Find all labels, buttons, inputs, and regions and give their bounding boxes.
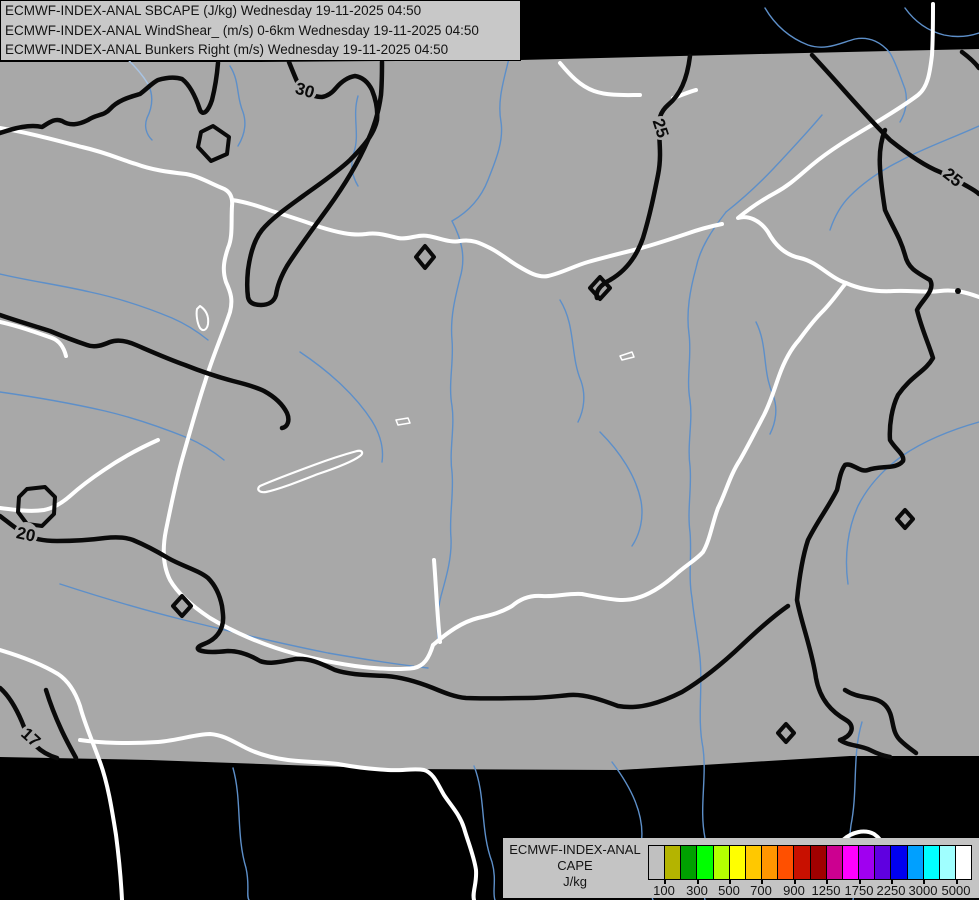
border-west-small [0,320,68,358]
contour-label-30: 30 [293,79,316,102]
border-north [230,198,724,279]
contour-label-20: 20 [15,523,37,546]
loop-diamond-center-n [414,244,436,270]
legend-swatch [712,846,729,879]
contour-label-halos [14,78,965,749]
colorbar-tick [923,879,925,884]
colorbar-tick-label: 500 [718,883,740,898]
border-northeast [736,2,935,285]
loop-diamond-se [776,722,796,744]
colorbar-tick [697,879,699,884]
legend-swatch [728,846,745,879]
border-to-right-edge [844,281,979,299]
colorbar-tick-label: 900 [783,883,805,898]
legend-swatch [922,846,939,879]
legend-swatch [680,846,697,879]
contour-topleft [0,60,221,136]
contour-17-b [43,687,79,761]
colorbar-tick-label: 2250 [876,883,906,898]
legend-subtitle: CAPE [557,858,593,873]
lake-velence [395,417,411,426]
legend-swatch [938,846,955,879]
contour-lines [0,49,979,761]
colorbar-tick-label: 100 [653,883,675,898]
colorbar-tick [891,879,893,884]
contour-label-25-center: 25 [649,116,673,140]
legend-swatch [954,846,972,879]
colorbar-tick [761,879,763,884]
contour-br-squiggle [842,687,919,756]
lake-neusiedl [195,305,210,332]
border-vertical-notch [432,558,442,644]
loop-octagon-west [16,485,57,528]
lake-balaton [257,449,364,494]
contour-25-right-arc [809,52,979,197]
legend-swatch [793,846,810,879]
legend-swatch [841,846,859,879]
colorbar-tick [859,879,861,884]
legend-swatch [761,846,778,879]
border-south [431,281,848,647]
lake-tisza [619,351,635,361]
contour-dot [955,288,961,294]
legend-swatch [906,846,923,879]
title-block: ECMWF-INDEX-ANAL SBCAPE (J/kg) Wednesday… [0,0,521,61]
legend-swatch [649,846,665,879]
colorbar-tick-label: 5000 [941,883,971,898]
contour-25-right-long [794,127,936,760]
loop-pentagon-nw [196,124,231,163]
contour-loops [16,124,961,744]
title-line-sbcape: ECMWF-INDEX-ANAL SBCAPE (J/kg) Wednesday… [5,3,422,18]
legend-text: ECMWF-INDEX-ANAL CAPE J/kg [505,842,645,890]
lake-outlines [195,305,635,494]
border-southwest [0,648,124,900]
legend-swatch [858,846,875,879]
border-nw-diagonal [0,126,435,672]
colorbar-tick [664,879,666,884]
legend-swatch [744,846,762,879]
loop-diamond-east [895,508,915,530]
legend-swatch [874,846,891,879]
colorbar-tick [956,879,958,884]
title-line-windshear: ECMWF-INDEX-ANAL WindShear_ (m/s) 0-6km … [5,22,479,38]
colorbar-tick-label: 300 [686,883,708,898]
colorbar-tick [794,879,796,884]
colorbar [648,845,972,880]
colorbar-tick-label: 1250 [811,883,841,898]
legend-panel: ECMWF-INDEX-ANAL CAPE J/kg 100 300 500 700 9… [503,838,979,898]
title-line-bunkers: ECMWF-INDEX-ANAL Bunkers Right (m/s) Wed… [5,42,449,57]
legend-swatch [664,846,681,879]
border-north-strip [558,61,642,98]
contour-30-hairpin [245,59,385,308]
legend-swatch [777,846,794,879]
contour-20-long [0,513,791,710]
legend-swatch [825,846,842,879]
colorbar-tick [826,879,828,884]
loop-diamond-sw [171,594,193,618]
legend-swatch [809,846,826,879]
colorbar-tick-label: 700 [750,883,772,898]
colorbar-tick [729,879,731,884]
legend-swatch [696,846,713,879]
border-west-mid [0,438,160,513]
legend-swatch [890,846,907,879]
legend-title: ECMWF-INDEX-ANAL [509,842,641,857]
contour-left-mid [0,312,291,431]
colorbar-tick-label: 3000 [908,883,938,898]
contour-corner-arc [959,49,979,71]
colorbar-tick-label: 1750 [844,883,874,898]
legend-unit: J/kg [563,874,587,889]
border-bottom [78,732,479,900]
land-area [0,49,979,770]
contour-25-center [594,53,693,301]
loop-diamond-center [588,275,612,301]
